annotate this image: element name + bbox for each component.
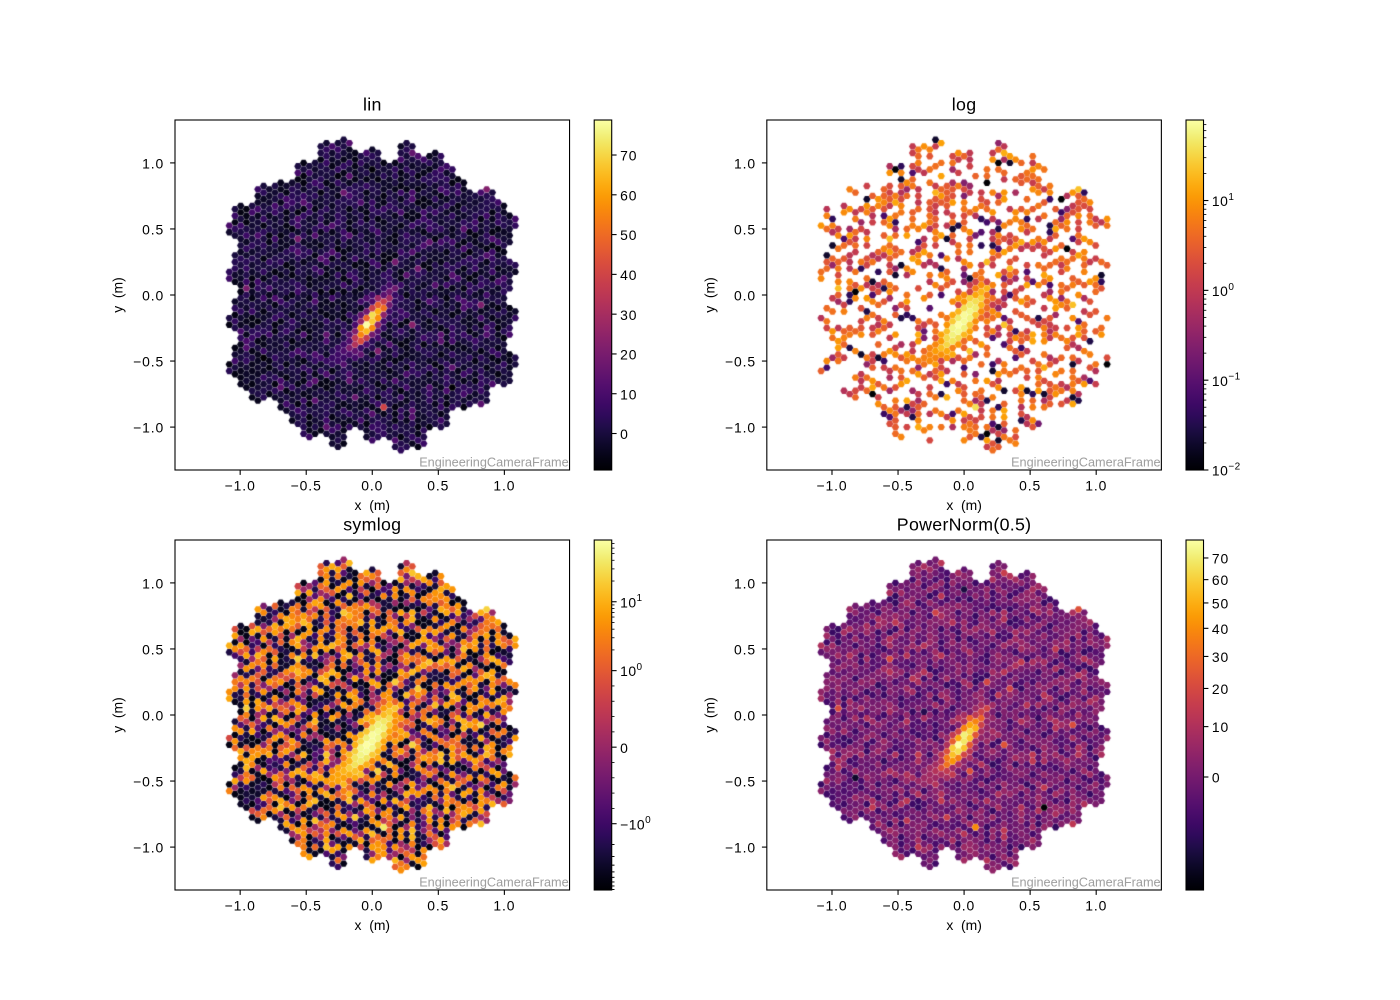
svg-text:lin: lin <box>363 94 382 114</box>
svg-text:30: 30 <box>620 307 637 323</box>
svg-text:log: log <box>952 94 977 114</box>
svg-text:1.0: 1.0 <box>142 576 164 592</box>
svg-text:100: 100 <box>620 662 643 679</box>
svg-text:−1.0: −1.0 <box>816 477 847 493</box>
svg-text:0.5: 0.5 <box>734 222 756 238</box>
svg-text:30: 30 <box>1212 649 1229 665</box>
svg-text:60: 60 <box>620 187 637 203</box>
svg-text:−100: −100 <box>620 815 651 832</box>
svg-text:0.0: 0.0 <box>142 708 164 724</box>
svg-text:40: 40 <box>620 267 637 283</box>
svg-text:−1.0: −1.0 <box>133 420 164 436</box>
svg-text:−1.0: −1.0 <box>725 840 756 856</box>
svg-text:20: 20 <box>1212 681 1229 697</box>
svg-text:0.0: 0.0 <box>142 288 164 304</box>
svg-text:0.0: 0.0 <box>361 897 383 913</box>
svg-text:0.5: 0.5 <box>427 897 449 913</box>
svg-text:−1.0: −1.0 <box>225 897 256 913</box>
svg-text:0: 0 <box>620 426 629 442</box>
svg-text:0.0: 0.0 <box>953 477 975 493</box>
svg-text:−0.5: −0.5 <box>725 354 756 370</box>
svg-text:1.0: 1.0 <box>734 156 756 172</box>
svg-text:0: 0 <box>1212 770 1221 786</box>
svg-text:−0.5: −0.5 <box>725 774 756 790</box>
svg-text:0.5: 0.5 <box>142 642 164 658</box>
svg-text:0.0: 0.0 <box>734 708 756 724</box>
svg-text:0.5: 0.5 <box>142 222 164 238</box>
svg-text:1.0: 1.0 <box>493 897 515 913</box>
svg-text:101: 101 <box>1212 192 1235 209</box>
svg-text:1.0: 1.0 <box>142 156 164 172</box>
svg-text:y (m): y (m) <box>110 697 126 733</box>
svg-text:−1.0: −1.0 <box>725 420 756 436</box>
svg-text:10−2: 10−2 <box>1212 461 1241 478</box>
svg-text:symlog: symlog <box>343 514 401 534</box>
svg-text:10−1: 10−1 <box>1212 372 1241 389</box>
svg-text:−1.0: −1.0 <box>133 840 164 856</box>
svg-text:20: 20 <box>620 347 637 363</box>
svg-text:y (m): y (m) <box>701 277 717 313</box>
svg-text:60: 60 <box>1212 572 1229 588</box>
svg-text:0.0: 0.0 <box>953 897 975 913</box>
svg-text:0.0: 0.0 <box>361 477 383 493</box>
svg-text:−1.0: −1.0 <box>225 477 256 493</box>
svg-text:40: 40 <box>1212 621 1229 637</box>
svg-text:50: 50 <box>620 227 637 243</box>
svg-text:−1.0: −1.0 <box>816 897 847 913</box>
svg-text:1.0: 1.0 <box>493 477 515 493</box>
svg-text:x (m): x (m) <box>355 917 391 933</box>
svg-text:y (m): y (m) <box>701 697 717 733</box>
svg-text:−0.5: −0.5 <box>291 897 322 913</box>
svg-text:−0.5: −0.5 <box>291 477 322 493</box>
svg-text:EngineeringCameraFrame: EngineeringCameraFrame <box>419 876 569 890</box>
svg-text:10: 10 <box>620 386 637 402</box>
svg-text:1.0: 1.0 <box>1085 477 1107 493</box>
svg-text:70: 70 <box>620 148 637 164</box>
svg-text:70: 70 <box>1212 551 1229 567</box>
svg-text:EngineeringCameraFrame: EngineeringCameraFrame <box>1011 876 1161 890</box>
svg-text:x (m): x (m) <box>355 497 391 513</box>
svg-text:101: 101 <box>620 593 643 610</box>
svg-text:0.5: 0.5 <box>427 477 449 493</box>
svg-text:PowerNorm(0.5): PowerNorm(0.5) <box>897 514 1032 534</box>
svg-text:0.5: 0.5 <box>734 642 756 658</box>
svg-text:x (m): x (m) <box>946 497 982 513</box>
svg-text:−0.5: −0.5 <box>133 774 164 790</box>
svg-text:EngineeringCameraFrame: EngineeringCameraFrame <box>1011 456 1161 470</box>
svg-text:x (m): x (m) <box>946 917 982 933</box>
svg-text:y (m): y (m) <box>110 277 126 313</box>
svg-text:50: 50 <box>1212 596 1229 612</box>
svg-text:1.0: 1.0 <box>1085 897 1107 913</box>
svg-text:10: 10 <box>1212 719 1229 735</box>
svg-text:−0.5: −0.5 <box>133 354 164 370</box>
svg-text:0.0: 0.0 <box>734 288 756 304</box>
svg-text:−0.5: −0.5 <box>882 897 913 913</box>
svg-text:0.5: 0.5 <box>1019 897 1041 913</box>
svg-text:0.5: 0.5 <box>1019 477 1041 493</box>
svg-text:0: 0 <box>620 740 629 756</box>
svg-text:EngineeringCameraFrame: EngineeringCameraFrame <box>419 456 569 470</box>
svg-text:1.0: 1.0 <box>734 576 756 592</box>
svg-text:100: 100 <box>1212 282 1235 299</box>
svg-text:−0.5: −0.5 <box>882 477 913 493</box>
